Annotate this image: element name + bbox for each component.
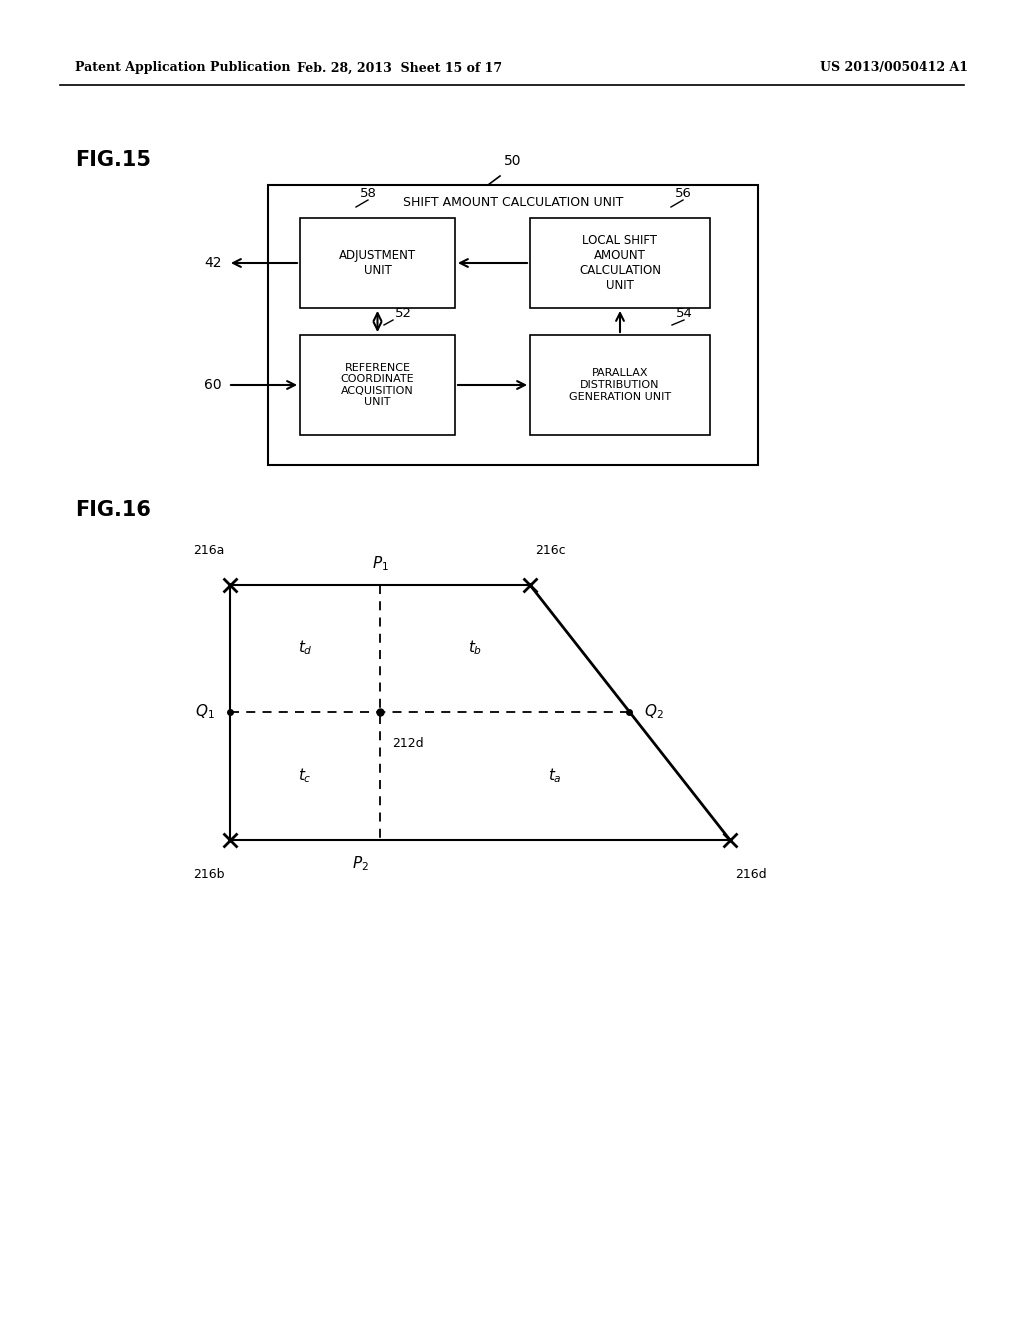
Bar (300, 335, 455, 436)
Text: SHIFT AMOUNT CALCULATION UNIT: SHIFT AMOUNT CALCULATION UNIT (402, 197, 624, 210)
Text: LOCAL SHIFT
AMOUNT
CALCULATION
UNIT: LOCAL SHIFT AMOUNT CALCULATION UNIT (579, 234, 662, 292)
Text: 58: 58 (359, 187, 377, 201)
Bar (530, 335, 710, 436)
Text: 216c: 216c (535, 544, 565, 557)
Text: Feb. 28, 2013  Sheet 15 of 17: Feb. 28, 2013 Sheet 15 of 17 (297, 62, 503, 74)
Text: ADJUSTMENT
UNIT: ADJUSTMENT UNIT (339, 249, 416, 277)
Bar (530, 218, 710, 308)
Text: FIG.16: FIG.16 (75, 500, 151, 520)
Text: 216a: 216a (194, 544, 225, 557)
Text: $t_d$: $t_d$ (298, 639, 312, 657)
Text: $P_2$: $P_2$ (351, 854, 369, 873)
Text: US 2013/0050412 A1: US 2013/0050412 A1 (820, 62, 968, 74)
Bar (268, 185, 758, 465)
Text: 216d: 216d (735, 869, 767, 880)
Text: 54: 54 (676, 308, 692, 319)
Text: 56: 56 (675, 187, 691, 201)
Text: 50: 50 (504, 154, 522, 168)
Text: 212d: 212d (392, 737, 424, 750)
Text: $P_1$: $P_1$ (372, 554, 388, 573)
Text: 42: 42 (205, 256, 222, 271)
Text: $t_b$: $t_b$ (468, 639, 482, 657)
Text: 60: 60 (205, 378, 222, 392)
Bar (300, 218, 455, 308)
Text: FIG.15: FIG.15 (75, 150, 151, 170)
Text: REFERENCE
COORDINATE
ACQUISITION
UNIT: REFERENCE COORDINATE ACQUISITION UNIT (341, 363, 415, 408)
Text: PARALLAX
DISTRIBUTION
GENERATION UNIT: PARALLAX DISTRIBUTION GENERATION UNIT (569, 368, 671, 401)
Text: $Q_2$: $Q_2$ (644, 702, 664, 721)
Text: $t_c$: $t_c$ (298, 767, 312, 785)
Text: 52: 52 (395, 308, 412, 319)
Text: $Q_1$: $Q_1$ (196, 702, 215, 721)
Text: 216b: 216b (194, 869, 225, 880)
Text: Patent Application Publication: Patent Application Publication (75, 62, 291, 74)
Text: $t_a$: $t_a$ (548, 767, 562, 785)
